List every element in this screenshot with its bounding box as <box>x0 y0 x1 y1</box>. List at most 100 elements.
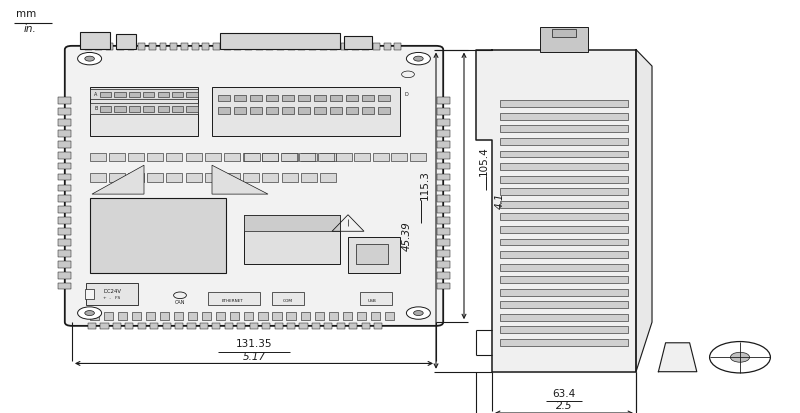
Bar <box>58 163 71 169</box>
Bar <box>250 323 258 329</box>
Bar <box>58 119 71 126</box>
Bar <box>205 173 221 182</box>
Bar <box>356 244 388 264</box>
Text: in.: in. <box>24 24 37 34</box>
Bar <box>234 43 242 50</box>
Bar <box>216 312 226 320</box>
Bar <box>258 312 267 320</box>
Bar <box>391 153 407 161</box>
Bar <box>362 107 374 114</box>
Bar <box>394 43 402 50</box>
Bar <box>262 153 278 161</box>
Bar <box>58 228 71 235</box>
Bar <box>362 43 370 50</box>
Circle shape <box>710 342 770 373</box>
Bar <box>114 92 126 97</box>
Circle shape <box>414 56 423 61</box>
Bar <box>500 326 628 333</box>
Bar <box>106 43 113 50</box>
Polygon shape <box>212 165 268 194</box>
Bar <box>213 43 220 50</box>
Bar <box>282 173 298 182</box>
Bar <box>298 95 310 101</box>
Bar <box>208 292 260 305</box>
Bar <box>132 312 141 320</box>
Bar <box>143 92 154 97</box>
Bar <box>230 312 239 320</box>
Bar <box>88 323 96 329</box>
Bar <box>282 153 298 161</box>
Text: ETHERNET: ETHERNET <box>221 299 243 303</box>
Polygon shape <box>476 50 636 372</box>
Text: 2.5: 2.5 <box>556 401 572 411</box>
Bar <box>244 215 340 264</box>
Bar <box>378 95 390 101</box>
Bar <box>437 228 450 235</box>
Bar <box>500 301 628 308</box>
Bar <box>298 107 310 114</box>
Bar <box>243 153 259 161</box>
Bar <box>346 95 358 101</box>
Polygon shape <box>636 50 652 372</box>
Bar <box>160 312 169 320</box>
Bar <box>378 107 390 114</box>
Bar <box>324 323 332 329</box>
Bar <box>314 107 326 114</box>
Bar <box>330 95 342 101</box>
Bar <box>90 173 106 182</box>
Bar <box>500 100 628 107</box>
Bar <box>212 323 221 329</box>
Bar <box>320 43 326 50</box>
Circle shape <box>730 352 750 362</box>
Bar <box>118 312 127 320</box>
Circle shape <box>406 307 430 319</box>
Bar <box>170 43 177 50</box>
Bar <box>500 276 628 283</box>
Bar <box>58 206 71 213</box>
Bar <box>286 312 296 320</box>
Bar <box>90 103 198 114</box>
Bar <box>128 153 144 161</box>
Bar <box>234 107 246 114</box>
Bar <box>299 323 307 329</box>
Bar <box>58 185 71 191</box>
Bar <box>58 250 71 257</box>
Bar <box>191 43 198 50</box>
Bar <box>225 323 233 329</box>
Bar <box>298 43 306 50</box>
Bar <box>113 323 121 329</box>
Bar <box>314 312 324 320</box>
Bar <box>149 43 156 50</box>
Bar <box>277 43 284 50</box>
Bar <box>500 263 628 271</box>
Bar <box>90 89 198 99</box>
Bar <box>58 108 71 115</box>
Text: B: B <box>94 106 98 111</box>
Bar <box>500 151 628 157</box>
Bar <box>437 130 450 137</box>
Bar <box>309 43 316 50</box>
Bar <box>129 92 140 97</box>
Text: 115.3: 115.3 <box>419 171 430 200</box>
Bar <box>166 173 182 182</box>
Bar <box>336 153 352 161</box>
Bar <box>437 239 450 246</box>
Bar <box>174 312 183 320</box>
Bar <box>320 173 336 182</box>
Text: 63.4: 63.4 <box>552 389 576 399</box>
Text: mm: mm <box>16 9 36 19</box>
Bar <box>58 217 71 224</box>
Circle shape <box>174 292 186 299</box>
Bar <box>371 312 380 320</box>
Bar <box>58 141 71 148</box>
Bar <box>224 43 230 50</box>
Bar <box>100 92 111 97</box>
Bar <box>437 173 450 180</box>
Bar <box>86 283 138 305</box>
Bar <box>244 215 340 231</box>
Bar <box>500 113 628 120</box>
Bar <box>175 323 183 329</box>
Bar <box>272 292 304 305</box>
Bar <box>224 173 240 182</box>
Bar <box>299 153 315 161</box>
